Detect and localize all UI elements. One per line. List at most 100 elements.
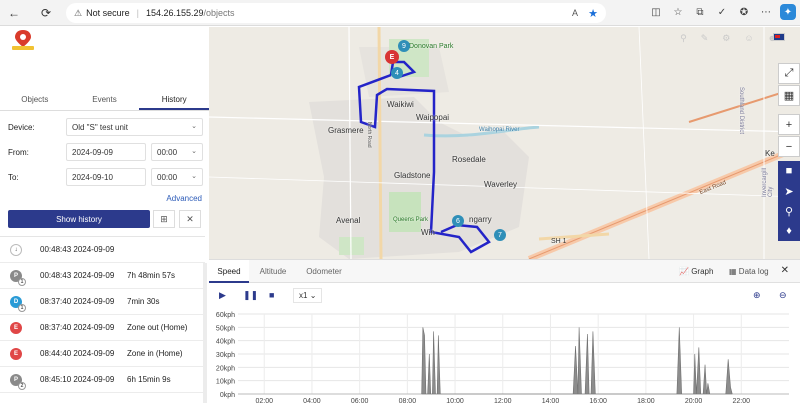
lock-button[interactable]: ■ xyxy=(778,161,800,181)
route-marker-6[interactable]: 6 xyxy=(452,215,464,227)
tab-speed[interactable]: Speed xyxy=(209,260,249,283)
navigate-button[interactable]: ➤ xyxy=(778,181,800,201)
fullscreen-button[interactable]: ⤢ xyxy=(778,63,800,84)
zoom-out-button[interactable]: − xyxy=(778,136,800,157)
refresh-icon[interactable]: ⟳ xyxy=(40,5,52,20)
search-button[interactable]: ⚲ xyxy=(778,201,800,221)
device-row: Device: Old "S" test unit ⌄ xyxy=(8,118,203,136)
route-marker-7[interactable]: 7 xyxy=(494,229,506,241)
favorite-star-icon[interactable]: ★ xyxy=(588,7,598,20)
event-icon: E xyxy=(10,347,22,360)
history-event-row[interactable]: E 08:44:40 2024-09-09 Zone in (Home) xyxy=(0,341,205,367)
export-button[interactable]: ⊞ xyxy=(153,210,175,228)
from-label: From: xyxy=(8,147,29,157)
pause-icon[interactable]: ❚❚ xyxy=(243,290,259,300)
event-list-scrollbar[interactable] xyxy=(203,263,207,403)
map-label-waikiwi: Waikiwi xyxy=(387,100,414,109)
clear-button[interactable]: ✕ xyxy=(179,210,201,228)
x-tick-label: 18:00 xyxy=(637,398,655,404)
event-description: Zone in (Home) xyxy=(127,349,183,358)
map-label-grasmere: Grasmere xyxy=(328,126,364,135)
tab-data-log[interactable]: ▦ Data log xyxy=(729,260,769,283)
tab-history[interactable]: History xyxy=(139,89,210,110)
zoom-in-button[interactable]: + xyxy=(778,114,800,135)
x-tick-label: 12:00 xyxy=(494,398,512,404)
extension-icon-2[interactable]: ✪ xyxy=(739,6,749,18)
extension-icon[interactable]: ✓ xyxy=(717,6,727,18)
settings-icon[interactable]: ⚙ xyxy=(722,32,731,43)
address-bar[interactable]: ⚠ Not secure | 154.26.155.29 /objects A … xyxy=(66,3,606,23)
browser-toolbar: ← ⟳ ⚠ Not secure | 154.26.155.29 /object… xyxy=(0,0,800,26)
security-label[interactable]: Not secure xyxy=(86,8,130,18)
map-view[interactable]: Donovan Park Waikiwi Waipopai Grasmere R… xyxy=(209,27,800,259)
event-date: 08:37:40 2024-09-09 xyxy=(40,323,115,332)
map-label-north-road: North Road xyxy=(366,122,372,148)
y-tick-label: 20kph xyxy=(216,365,235,372)
tab-graph[interactable]: 📈 Graph xyxy=(679,260,713,283)
history-event-row[interactable]: P 2 08:45:10 2024-09-09 6h 15min 9s xyxy=(0,367,205,393)
event-marker-e[interactable]: E xyxy=(385,50,399,64)
speed-chart[interactable]: 0kph 10kph 20kph 30kph 40kph 50kph 60kph 02:00 0… xyxy=(209,308,800,404)
event-date: 00:48:43 2024-09-09 xyxy=(40,271,115,280)
show-history-button[interactable]: Show history xyxy=(8,210,150,228)
close-icon: ✕ xyxy=(186,213,194,224)
tab-altitude[interactable]: Altitude xyxy=(259,267,287,276)
back-icon[interactable]: ← xyxy=(8,5,20,20)
playback-speed-select[interactable]: x1 ⌄ xyxy=(293,288,323,303)
collections-icon[interactable]: ⧉ xyxy=(696,6,704,18)
to-date-input[interactable]: 2024-09-10 xyxy=(66,168,146,186)
event-date: 08:45:10 2024-09-09 xyxy=(40,375,115,384)
from-date-value: 2024-09-09 xyxy=(72,147,113,157)
zoom-out-graph-icon[interactable]: ⊖ xyxy=(779,290,787,300)
notifications-button[interactable]: ♦ xyxy=(778,221,800,241)
navigation-icon: ➤ xyxy=(784,185,794,198)
plus-icon: + xyxy=(785,118,793,131)
read-aloud-icon[interactable]: A xyxy=(571,8,578,18)
device-label: Device: xyxy=(8,122,35,132)
route-marker-4[interactable]: 4 xyxy=(391,67,403,79)
user-icon[interactable]: ☺ xyxy=(744,33,754,43)
fullscreen-icon: ⤢ xyxy=(784,67,794,79)
from-date-input[interactable]: 2024-09-09 xyxy=(66,143,146,161)
event-type-letter: D xyxy=(13,298,19,305)
tab-odometer[interactable]: Odometer xyxy=(306,267,342,276)
from-row: From: 2024-09-09 00:00 ⌄ xyxy=(8,143,203,161)
x-tick-label: 14:00 xyxy=(542,398,560,404)
history-event-row[interactable]: D 1 08:37:40 2024-09-09 7min 30s xyxy=(0,289,205,315)
event-type-letter: E xyxy=(13,324,18,331)
to-date-value: 2024-09-10 xyxy=(72,172,113,182)
split-view-icon[interactable]: ◫ xyxy=(651,6,661,18)
map-canvas xyxy=(209,27,800,259)
warning-icon[interactable]: ⚠ xyxy=(74,7,83,18)
history-event-row[interactable]: ↓ 00:48:43 2024-09-09 xyxy=(0,237,205,263)
map-layers-button[interactable]: ▦ xyxy=(778,85,800,106)
language-flag-icon[interactable] xyxy=(773,33,785,41)
tools-icon[interactable]: ✎ xyxy=(700,32,709,43)
play-icon[interactable]: ▶ xyxy=(219,290,226,300)
event-type-letter: P xyxy=(13,376,18,383)
from-time-select[interactable]: 00:00 ⌄ xyxy=(151,143,203,161)
graph-panel: Speed Altitude Odometer 📈 Graph ▦ Data l… xyxy=(209,259,800,404)
tab-objects[interactable]: Objects xyxy=(21,95,49,104)
share-icon[interactable]: ⚲ xyxy=(680,32,687,43)
x-tick-label: 08:00 xyxy=(399,398,417,404)
advanced-link[interactable]: Advanced xyxy=(166,194,202,203)
favorites-icon[interactable]: ☆ xyxy=(673,6,683,18)
close-graph-icon[interactable]: ✕ xyxy=(780,265,789,276)
y-tick-label: 50kph xyxy=(216,325,235,332)
app-logo[interactable] xyxy=(10,29,36,51)
account-icon[interactable]: ☻ xyxy=(768,33,777,43)
map-icon: ▦ xyxy=(783,90,795,102)
to-time-select[interactable]: 00:00 ⌄ xyxy=(151,168,203,186)
stop-icon[interactable]: ■ xyxy=(269,290,275,300)
device-select[interactable]: Old "S" test unit ⌄ xyxy=(66,118,203,136)
zoom-in-graph-icon[interactable]: ⊕ xyxy=(753,290,761,300)
playback-speed-value: x1 xyxy=(299,291,308,300)
tab-events[interactable]: Events xyxy=(92,95,117,104)
history-event-row[interactable]: E 08:37:40 2024-09-09 Zone out (Home) xyxy=(0,315,205,341)
copilot-icon[interactable]: ✦ xyxy=(780,4,796,20)
route-marker-9[interactable]: 9 xyxy=(398,40,410,52)
history-event-row[interactable]: P 1 00:48:43 2024-09-09 7h 48min 57s xyxy=(0,263,205,289)
more-menu-icon[interactable]: ⋯ xyxy=(761,6,771,18)
